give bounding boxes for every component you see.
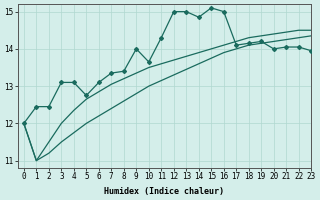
X-axis label: Humidex (Indice chaleur): Humidex (Indice chaleur) xyxy=(104,187,224,196)
